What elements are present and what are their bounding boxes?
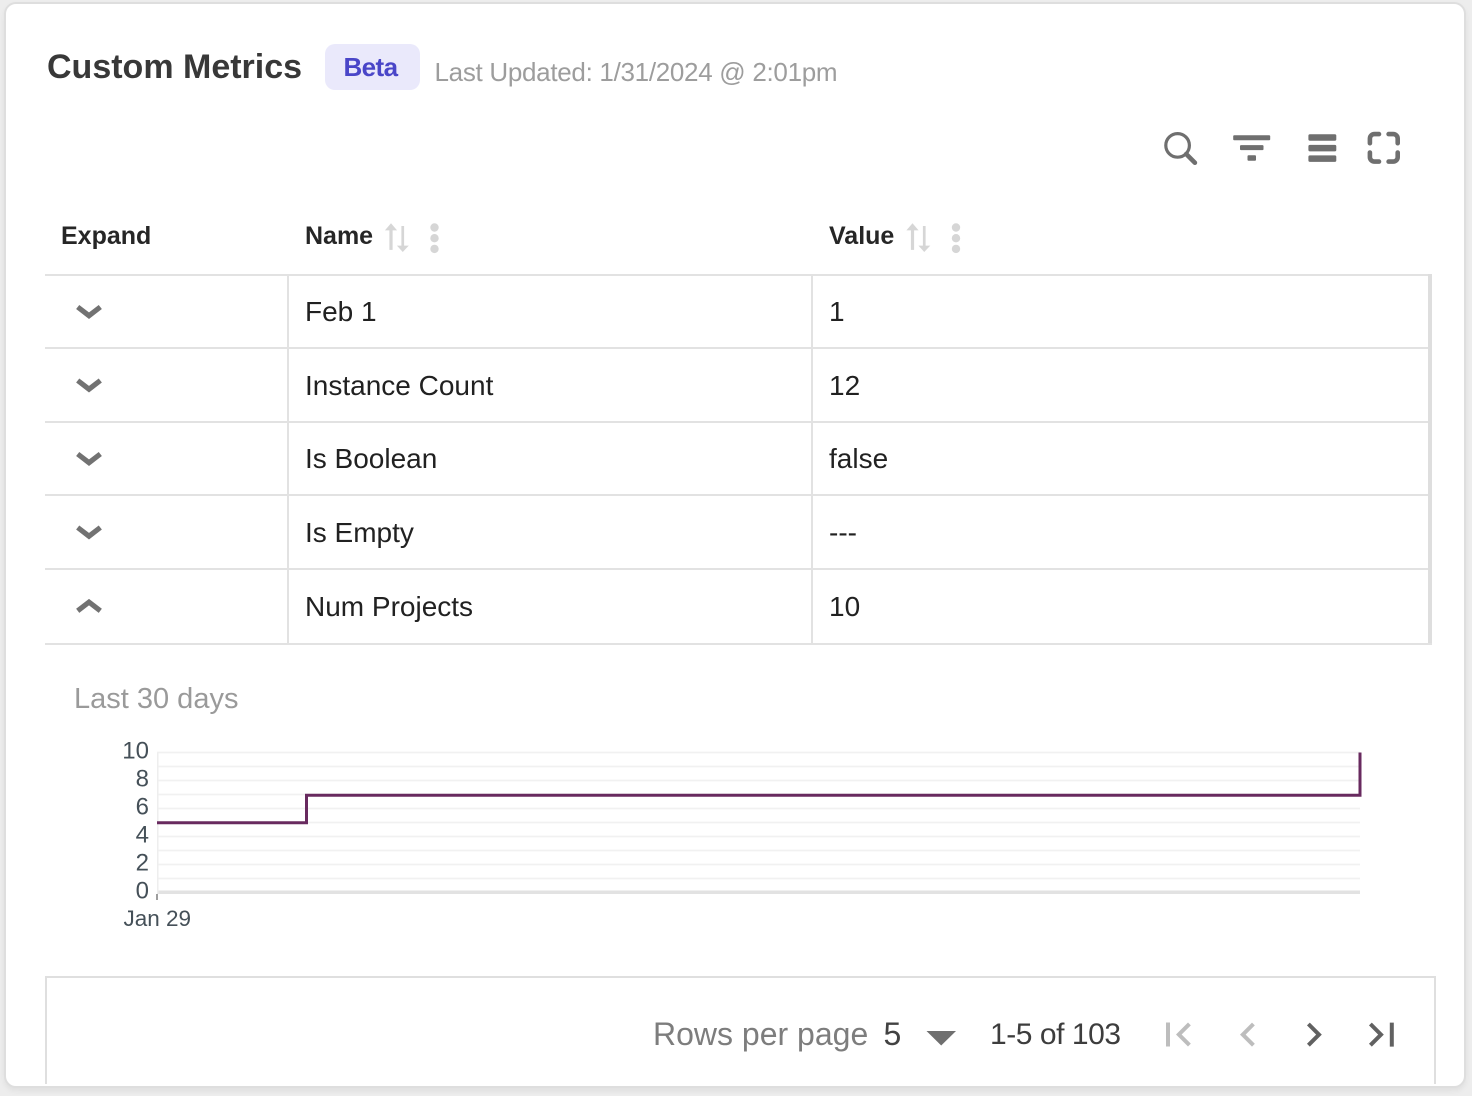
svg-text:10: 10 xyxy=(122,738,149,765)
svg-text:8: 8 xyxy=(136,766,149,793)
svg-text:4: 4 xyxy=(136,822,149,849)
svg-text:Jan 29: Jan 29 xyxy=(124,906,192,931)
svg-text:6: 6 xyxy=(136,794,149,821)
svg-text:0: 0 xyxy=(136,878,149,905)
svg-text:2: 2 xyxy=(136,850,149,877)
